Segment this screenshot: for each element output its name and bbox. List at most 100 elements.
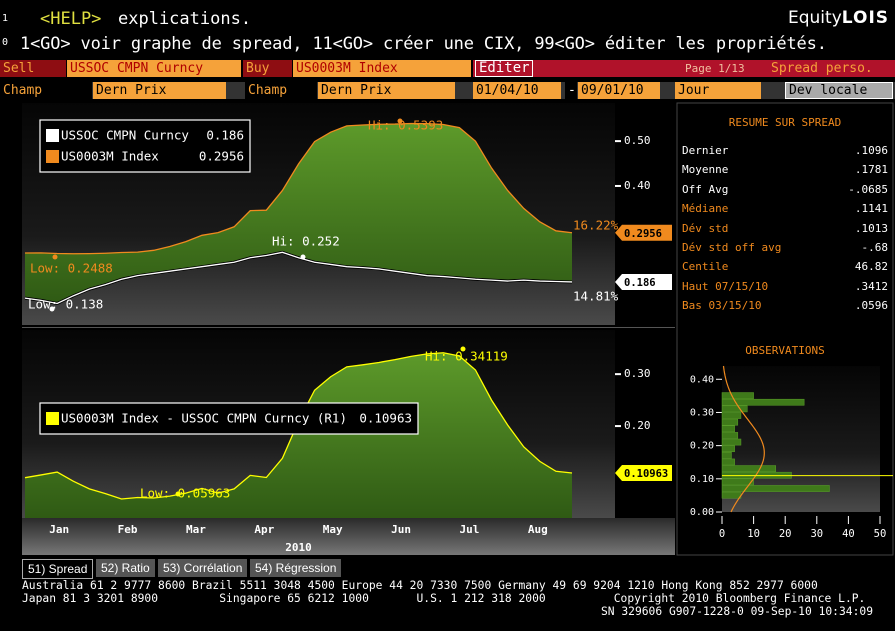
legend-name: US0003M Index — [61, 149, 159, 164]
x-axis-bg — [22, 518, 675, 555]
hist-bar — [721, 452, 732, 459]
summary-value: .0596 — [854, 299, 888, 313]
tab[interactable]: 53) Corrélation — [158, 559, 248, 577]
summary-row: Centile 46.82 — [682, 260, 888, 274]
summary-row: Moyenne .1781 — [682, 163, 888, 177]
x-tick-label: Jun — [391, 523, 411, 536]
summary-label: Centile — [682, 260, 729, 274]
date-dash: - — [565, 82, 577, 99]
hist-bar — [721, 478, 754, 486]
summary-row: Haut 07/15/10 .3412 — [682, 280, 888, 294]
annotation: 16.22% — [573, 218, 619, 233]
summary-label: Bas 03/15/10 — [682, 299, 762, 313]
x-tick-label: Jul — [460, 523, 480, 536]
summary-row: Dernier .1096 — [682, 144, 888, 158]
annotation: Low: 0.138 — [28, 297, 103, 312]
hist-bar — [721, 405, 748, 413]
annotation-dot — [175, 491, 181, 497]
legend-name: USSOC CMPN Curncy — [61, 128, 189, 143]
hist-bar — [721, 432, 739, 439]
summary-value: 46.82 — [854, 260, 888, 274]
summary-label: Médiane — [682, 202, 729, 216]
buy-ticker[interactable]: US0003M Index — [293, 60, 471, 77]
legend-value: 0.10963 — [359, 411, 412, 426]
period[interactable]: Jour — [675, 82, 761, 99]
edge-text: 1 — [2, 13, 9, 24]
mode: Spread perso. — [771, 61, 873, 76]
x-tick-label: 20 — [779, 528, 792, 540]
hist-bar — [721, 445, 735, 453]
summary-label: Dernier — [682, 144, 729, 157]
annotation: Hi: 0.34119 — [425, 349, 508, 364]
last-value-label: 0.2956 — [624, 228, 662, 240]
summary-value: -.0685 — [848, 182, 888, 196]
x-tick-label: 0 — [719, 528, 725, 540]
x-tick-label: Jan — [49, 523, 69, 536]
field-value[interactable]: Dern Prix — [93, 82, 226, 99]
brand-2: LOIS — [841, 8, 890, 28]
sell-ticker[interactable]: USSOC CMPN Curncy — [67, 60, 241, 77]
y-tick-label: 0.20 — [690, 441, 714, 452]
y-tick-label: 0.40 — [624, 179, 651, 192]
tab[interactable]: 54) Régression — [250, 559, 342, 577]
x-tick-label: Mar — [186, 523, 206, 536]
help-text: explications. — [118, 9, 252, 29]
y-tick-label: 0.30 — [690, 407, 714, 418]
edit-button[interactable]: Editer — [475, 60, 533, 77]
commands: 1<GO> voir graphe de spread, 11<GO> crée… — [20, 34, 827, 54]
x-tick-label: 50 — [874, 528, 887, 540]
edge-text: 0 — [2, 37, 9, 48]
hist-bar — [721, 412, 742, 419]
summary-row: Médiane .1141 — [682, 202, 888, 216]
x-tick-label: Feb — [118, 523, 138, 536]
annotation-dot — [460, 346, 466, 352]
legend-value: 0.2956 — [199, 149, 244, 164]
x-tick-label: Aug — [528, 523, 548, 536]
summary-title: RESUME SUR SPREAD — [728, 116, 842, 129]
annotation: Low: 0.05963 — [140, 486, 230, 501]
brand: EquityLOIS — [788, 10, 889, 27]
summary-label: Dév std off avg — [682, 241, 782, 254]
summary-value: -.68 — [861, 241, 889, 254]
annotation-dot — [49, 306, 55, 312]
legend-value: 0.186 — [206, 128, 244, 143]
summary-label: Moyenne — [682, 163, 729, 177]
summary-value: .1013 — [854, 221, 888, 235]
tab[interactable]: 51) Spread — [22, 559, 94, 579]
legend-box — [39, 119, 251, 173]
field-value[interactable]: Dern Prix — [318, 82, 455, 99]
summary-row: Off Avg -.0685 — [682, 183, 888, 197]
end-date[interactable]: 09/01/10 — [578, 82, 660, 99]
hist-bar — [721, 418, 739, 426]
last-value-label: 0.10963 — [624, 468, 668, 480]
start-date[interactable]: 01/04/10 — [473, 82, 561, 99]
last-value-label: 0.186 — [624, 277, 656, 289]
y-tick-label: 0.30 — [624, 367, 651, 380]
summary-label: Dév std — [682, 221, 729, 235]
y-tick-label: 0.20 — [624, 419, 651, 432]
x-tick-label: 30 — [810, 528, 823, 540]
footer-line: Japan 81 3 3201 8900 Singapore 65 6212 1… — [22, 592, 866, 605]
annotation: Hi: 0.252 — [272, 234, 340, 249]
spread-area — [25, 123, 572, 304]
annotation-dot — [397, 118, 403, 124]
tab[interactable]: 52) Ratio — [96, 559, 155, 577]
page-indicator: Page 1/13 — [685, 62, 745, 75]
footer-line: Australia 61 2 9777 8600 Brazil 5511 304… — [22, 579, 818, 592]
series-line — [24, 122, 573, 255]
legend-swatch — [46, 412, 59, 425]
summary-label: Haut 07/15/10 — [682, 279, 769, 293]
hist-title: OBSERVATIONS — [745, 344, 825, 357]
summary-row: Dév std off avg -.68 — [682, 241, 888, 255]
legend-swatch — [46, 150, 59, 163]
help-key[interactable]: <HELP> — [40, 9, 102, 29]
currency[interactable]: Dev locale — [785, 82, 893, 99]
annotation: 14.81% — [573, 289, 619, 304]
summary-value: .3412 — [854, 279, 888, 293]
summary-row: Bas 03/15/10 .0596 — [682, 299, 888, 313]
x-tick-label: 40 — [842, 528, 855, 540]
hist-bar — [721, 458, 735, 466]
brand-1: Equity — [788, 8, 842, 28]
